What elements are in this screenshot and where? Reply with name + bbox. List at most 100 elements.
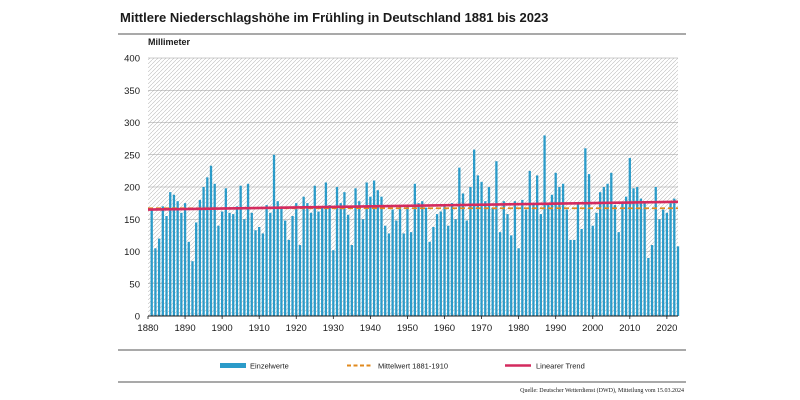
bar-1995 [573,239,576,316]
bar-1885 [165,216,168,316]
x-tick-label: 1930 [323,323,344,334]
bar-2018 [658,219,661,316]
bar-1899 [217,225,220,316]
bar-1935 [350,245,353,316]
x-tick-label: 2020 [656,323,677,334]
legend: Einzelwerte Mittelwert 1881-1910 Lineare… [220,362,585,371]
bar-1946 [391,209,394,316]
bar-1978 [510,235,513,316]
bar-1987 [543,135,546,316]
bar-1979 [513,201,517,316]
chart-title: Mittlere Niederschlagshöhe im Frühling i… [120,10,548,25]
bar-2013 [639,198,643,316]
bar-1998 [584,148,587,316]
bar-1900 [220,211,224,316]
linear-trend-line [147,200,679,211]
bar-1956 [428,241,431,316]
bar-1939 [365,182,368,316]
bar-1881 [150,209,153,316]
bar-1943 [380,196,383,316]
x-tick-label: 1920 [286,323,307,334]
bar-1896 [206,177,209,316]
y-axis-label: Millimeter [148,37,191,47]
legend-label-mittelwert: Mittelwert 1881-1910 [378,362,448,371]
bar-1923 [306,203,309,316]
bar-1972 [487,187,491,316]
bar-1980 [517,248,520,316]
bar-1898 [213,183,216,316]
bar-1931 [335,187,339,316]
bar-1902 [228,212,231,316]
bar-1884 [161,206,164,316]
legend-label-trend: Linearer Trend [536,362,585,371]
bar-1997 [580,228,583,316]
bar-1983 [528,170,531,316]
bar-1921 [298,245,302,316]
bar-1913 [269,212,272,316]
bar-1941 [372,180,376,316]
bar-1948 [398,206,402,316]
bar-1927 [321,206,324,316]
bar-1993 [565,209,568,316]
bar-1967 [469,187,472,316]
x-tick-label: 1950 [397,323,418,334]
bar-1911 [261,233,265,316]
bar-1894 [198,199,202,316]
bar-1985 [536,175,539,316]
bar-1918 [287,239,290,316]
bar-1887 [172,194,176,316]
bar-2009 [624,196,628,316]
x-tick-label: 1880 [137,323,158,334]
bar-1890 [183,203,187,316]
bar-1969 [476,175,480,316]
bar-1883 [157,238,161,316]
bar-1962 [450,203,454,316]
bar-1976 [502,201,505,316]
bar-1926 [317,211,320,316]
bar-2021 [669,203,672,316]
bar-1908 [250,212,253,316]
bar-2004 [606,183,609,316]
bar-1947 [395,220,398,316]
bar-1944 [384,225,387,316]
bar-1966 [465,220,468,316]
source-note: Quelle: Deutscher Wetterdienst (DWD), Mi… [520,387,684,394]
bar-1958 [435,214,439,316]
bar-1938 [361,219,365,316]
bar-2019 [662,209,665,316]
bar-1989 [550,194,554,316]
bar-2006 [613,205,617,316]
legend-label-einzelwerte: Einzelwerte [250,362,289,371]
bar-2016 [650,245,654,316]
bar-1986 [539,214,543,316]
bar-1981 [521,199,524,316]
bar-2008 [621,203,624,316]
bar-1929 [328,205,331,316]
bar-1965 [461,193,465,316]
bar-1912 [265,205,268,316]
bar-1934 [346,214,350,316]
bar-1984 [532,203,535,316]
bar-1991 [558,187,561,316]
bar-2012 [636,187,639,316]
y-tick-label: 100 [124,247,140,258]
x-tick-label: 1960 [434,323,455,334]
bar-1949 [402,233,405,316]
bar-1906 [243,219,246,316]
y-tick-label: 200 [124,183,140,194]
y-tick-label: 400 [124,54,140,65]
bar-2014 [643,203,646,316]
bar-2023 [676,246,680,316]
x-tick-label: 1940 [360,323,381,334]
bar-1919 [291,216,294,316]
bar-1975 [498,232,502,316]
y-tick-label: 150 [124,215,140,226]
x-tick-label: 1980 [508,323,529,334]
bar-1882 [154,248,157,316]
bar-1953 [417,203,420,316]
bar-1889 [180,212,183,316]
bar-2022 [673,198,676,316]
bar-1933 [343,192,346,316]
bar-1907 [246,183,250,316]
